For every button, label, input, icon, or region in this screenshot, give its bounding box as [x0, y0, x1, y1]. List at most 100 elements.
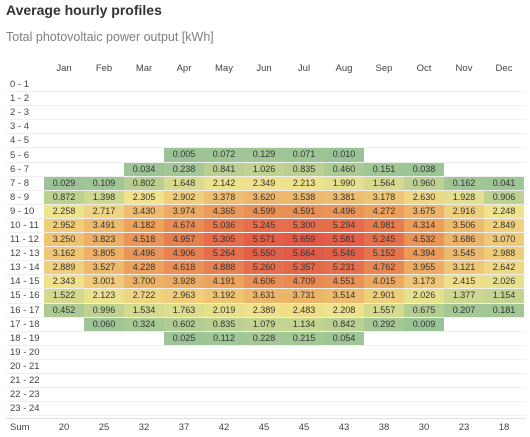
hour-row: 1 - 2	[6, 92, 526, 107]
heatmap-cell: 1.522	[44, 289, 84, 303]
month-header-feb: Feb	[95, 63, 113, 74]
hour-row: 10 - 11 2.952 3.491 4.182 4.674 5.036 5.245 5.3…	[6, 218, 526, 234]
heatmap-cell: 1.026	[244, 162, 284, 176]
heatmap-cell	[404, 148, 444, 161]
month-header-jun: Jun	[256, 63, 272, 74]
sum-cell: 45	[298, 422, 310, 434]
heatmap-cell	[484, 374, 524, 387]
heatmap-cell	[124, 148, 164, 161]
sum-cell: 18	[498, 422, 510, 434]
heatmap-cell: 3.162	[44, 247, 84, 261]
heatmap-cell: 0.207	[444, 303, 484, 317]
heatmap-cell: 4.906	[164, 247, 204, 261]
hour-row: 23 - 24	[6, 402, 526, 417]
heatmap-cell	[444, 402, 484, 415]
heatmap-cell: 5.581	[324, 233, 364, 247]
heatmap-cell	[284, 134, 324, 147]
heatmap-cell: 3.823	[84, 233, 124, 247]
hour-label: 7 - 8	[10, 177, 30, 189]
heatmap-cell	[44, 346, 84, 359]
heatmap-cell	[164, 106, 204, 119]
heatmap-cell	[324, 106, 364, 119]
heatmap-cell: 1.990	[324, 176, 364, 190]
heatmap-cell: 2.349	[244, 176, 284, 190]
hour-label: 23 - 24	[10, 403, 40, 415]
heatmap-cell	[444, 78, 484, 91]
heatmap-cell	[44, 402, 84, 415]
heatmap-cell	[284, 78, 324, 91]
hour-row: 5 - 6 0.005 0.072 0.129 0.071 0.010	[6, 148, 526, 163]
heatmap-cell	[124, 346, 164, 359]
month-header-apr: Apr	[176, 63, 192, 74]
heatmap-cell: 0.460	[324, 162, 364, 176]
sum-label: Sum	[10, 422, 30, 434]
heatmap-cell: 3.121	[444, 261, 484, 275]
heatmap-cell: 0.041	[484, 176, 524, 190]
sum-cell: 20	[58, 422, 70, 434]
heatmap-cell	[364, 92, 404, 105]
heatmap-cell	[124, 78, 164, 91]
heatmap-cell	[404, 346, 444, 359]
heatmap-cell	[404, 134, 444, 147]
heatmap-cell: 0.872	[44, 190, 84, 204]
heatmap-cell: 3.491	[84, 218, 124, 233]
heatmap-cell: 1.377	[444, 289, 484, 303]
heatmap-cell	[204, 78, 244, 91]
heatmap-cell	[84, 332, 124, 345]
page-subtitle: Total photovoltaic power output [kWh]	[6, 30, 214, 44]
heatmap-cell: 5.294	[324, 218, 364, 233]
hour-label: 1 - 2	[10, 93, 30, 105]
heatmap-cell	[364, 402, 404, 415]
heatmap-cell	[124, 332, 164, 345]
heatmap-cell: 3.620	[244, 190, 284, 204]
heatmap-cell: 5.300	[284, 218, 324, 233]
heatmap-cell	[444, 134, 484, 147]
heatmap-cell: 2.389	[244, 303, 284, 317]
heatmap-cell	[324, 92, 364, 105]
sum-row: Sum 20 25 32 37 42 45 45 43 38 30 23 18	[6, 418, 526, 437]
hour-label: 12 - 13	[10, 248, 40, 260]
sum-cell: 23	[458, 422, 470, 434]
month-header-jan: Jan	[56, 63, 72, 74]
heatmap-cell: 2.901	[364, 289, 404, 303]
heatmap-cell: 2.988	[484, 247, 524, 261]
heatmap-cell	[444, 120, 484, 133]
month-header-nov: Nov	[455, 63, 473, 74]
sum-cell: 38	[378, 422, 390, 434]
heatmap-cell	[444, 106, 484, 119]
heatmap-cell: 2.019	[204, 303, 244, 317]
heatmap-cell: 0.228	[244, 331, 284, 345]
heatmap-cell: 4.496	[124, 247, 164, 261]
heatmap-cell	[44, 148, 84, 161]
hour-label: 0 - 1	[10, 79, 30, 91]
heatmap-cell: 0.675	[404, 303, 444, 317]
heatmap-cell: 0.162	[444, 176, 484, 190]
heatmap-cell	[324, 374, 364, 387]
heatmap-cell: 0.071	[284, 148, 324, 162]
heatmap-cell: 0.060	[84, 317, 124, 331]
heatmap-cell: 3.378	[204, 190, 244, 204]
heatmap-cell	[324, 360, 364, 373]
heatmap-cell	[124, 388, 164, 401]
heatmap-cell	[284, 106, 324, 119]
heatmap-cell: 5.245	[364, 233, 404, 247]
heatmap-cell: 0.181	[484, 303, 524, 317]
sum-cell: 43	[338, 422, 350, 434]
heatmap-cell: 3.514	[324, 289, 364, 303]
heatmap-cell	[364, 106, 404, 119]
heatmap-cell: 0.802	[124, 176, 164, 190]
heatmap-cell	[204, 402, 244, 415]
heatmap-cell: 0.996	[84, 303, 124, 317]
heatmap-cell: 3.538	[284, 190, 324, 204]
heatmap-cell	[364, 346, 404, 359]
heatmap-cell	[404, 78, 444, 91]
hour-row: 15 - 16 1.522 2.123 2.722 2.963 3.192 3.631 3.7…	[6, 289, 526, 304]
hour-row: 6 - 7 0.034 0.238 0.841 1.026 0.835 0.460 0.151…	[6, 162, 526, 177]
heatmap-cell: 5.260	[244, 261, 284, 275]
heatmap-cell	[284, 374, 324, 387]
heatmap-cell	[404, 388, 444, 401]
hour-label: 6 - 7	[10, 163, 30, 175]
heatmap-cell	[84, 120, 124, 133]
heatmap-cell: 4.674	[164, 218, 204, 233]
heatmap-cell: 3.928	[164, 275, 204, 289]
